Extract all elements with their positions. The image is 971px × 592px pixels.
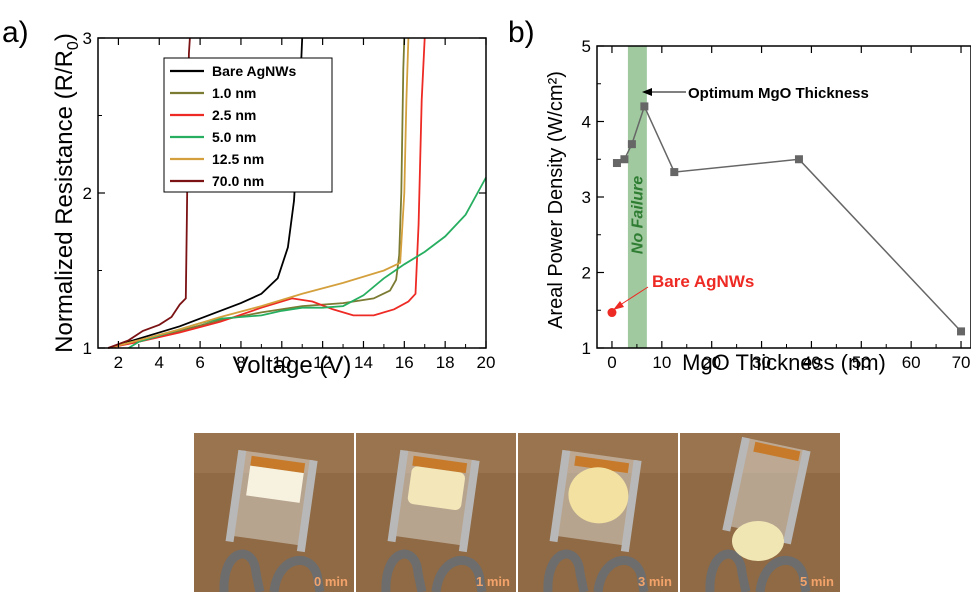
x-tick-label: 2 <box>114 353 123 372</box>
chart-b-xlabel: MgO Thickness (nm) <box>682 350 886 375</box>
x-tick-label: 70 <box>952 353 971 372</box>
mgo-data-point <box>612 159 621 168</box>
photo-1-image <box>356 433 516 592</box>
x-tick-label: 10 <box>652 353 671 372</box>
legend-label-5: 70.0 nm <box>212 173 264 189</box>
legend-label-0: Bare AgNWs <box>212 63 296 79</box>
x-tick-label: 30 <box>752 353 771 372</box>
legend-label-3: 5.0 nm <box>212 129 256 145</box>
photo-3: 5 min <box>680 433 840 592</box>
x-tick-label: 6 <box>195 353 204 372</box>
y-tick-label: 4 <box>582 113 591 132</box>
series-line-5-0-nm <box>128 177 487 349</box>
mgo-data-point <box>794 155 803 164</box>
bare-annotation: Bare AgNWs <box>652 272 754 291</box>
x-tick-label: 18 <box>436 353 455 372</box>
x-tick-label: 20 <box>477 353 496 372</box>
x-tick-label: 60 <box>902 353 921 372</box>
chart-a-ylabel: Normalized Resistance (R/R0) <box>51 33 82 353</box>
bare-arrow-head <box>613 301 624 310</box>
optimum-arrow-head <box>642 88 652 96</box>
mgo-data-point <box>627 140 636 149</box>
no-failure-label: No Failure <box>629 176 646 254</box>
x-tick-label: 20 <box>702 353 721 372</box>
mgo-data-point <box>670 168 679 177</box>
photo-1: 1 min <box>356 433 516 592</box>
mgo-data-point <box>957 327 966 336</box>
legend-label-4: 12.5 nm <box>212 151 264 167</box>
photo-0: 0 min <box>194 433 354 592</box>
chart-a-legend: Bare AgNWs 1.0 nm 2.5 nm 5.0 nm 12.5 nm … <box>163 57 333 193</box>
y-tick-label: 2 <box>582 264 591 283</box>
chart-a-ylabel-sub: 0 <box>65 41 82 50</box>
x-tick-label: 10 <box>272 353 291 372</box>
photo-3-caption: 5 min <box>800 574 834 589</box>
bare-arrow-line <box>616 286 649 308</box>
x-tick-label: 4 <box>155 353 164 372</box>
x-tick-label: 8 <box>236 353 245 372</box>
photo-0-image <box>194 433 354 592</box>
no-failure-band <box>627 46 647 348</box>
y-tick-label: 2 <box>83 184 92 203</box>
photo-2-image <box>518 433 678 592</box>
bare-agnws-point <box>607 308 617 318</box>
series-line-2-5-nm <box>108 37 426 349</box>
x-tick-label: 50 <box>852 353 871 372</box>
photo-1-caption: 1 min <box>476 574 510 589</box>
legend-label-2: 2.5 nm <box>212 107 256 123</box>
panel-label-a: a) <box>2 16 29 49</box>
x-tick-label: 16 <box>395 353 414 372</box>
series-line-1-0-nm <box>107 37 406 349</box>
x-tick-label: 12 <box>313 353 332 372</box>
x-tick-label: 14 <box>354 353 373 372</box>
photo-3-image <box>680 433 840 592</box>
chart-a-ylabel-main: Normalized Resistance (R/R <box>51 50 78 353</box>
panel-label-b: b) <box>508 16 535 49</box>
legend-box <box>163 57 333 193</box>
photo-2: 3 min <box>518 433 678 592</box>
photo-2-caption: 3 min <box>638 574 672 589</box>
y-tick-label: 1 <box>582 339 591 358</box>
x-tick-label: 0 <box>607 353 616 372</box>
y-tick-label: 3 <box>582 188 591 207</box>
mgo-data-point <box>640 102 649 111</box>
y-tick-label: 1 <box>83 339 92 358</box>
mgo-series-line <box>616 104 962 332</box>
chart-b-ylabel: Areal Power Density (W/cm²) <box>545 71 567 329</box>
optimum-annotation: Optimum MgO Thickness <box>688 85 869 102</box>
chart-a-xlabel: Voltage (V) <box>233 352 352 379</box>
series-line-12-5-nm <box>107 37 410 349</box>
y-tick-label: 5 <box>582 37 591 56</box>
legend-label-1: 1.0 nm <box>212 85 256 101</box>
x-tick-label: 40 <box>802 353 821 372</box>
chart-a-ylabel-close: ) <box>51 33 78 41</box>
chart-b: No Failure 0 10 20 30 40 50 60 70 1 2 3 4 5 MgO Thic… <box>545 37 971 375</box>
mgo-data-point <box>620 155 629 164</box>
y-tick-label: 3 <box>83 29 92 48</box>
photo-0-caption: 0 min <box>314 574 348 589</box>
